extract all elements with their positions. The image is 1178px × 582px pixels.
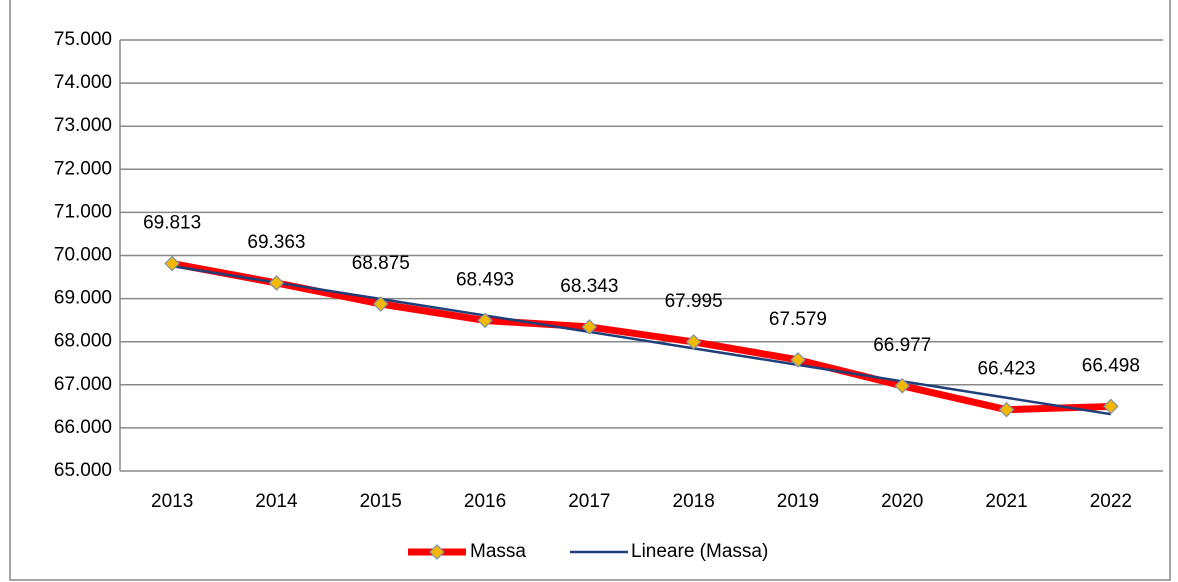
data-label: 66.423	[977, 359, 1035, 380]
x-tick-label: 2015	[360, 491, 402, 512]
y-tick-label: 74.000	[54, 72, 112, 93]
marker	[164, 255, 180, 272]
data-label: 66.498	[1082, 355, 1140, 376]
data-label: 67.579	[769, 309, 827, 330]
y-tick-label: 70.000	[54, 245, 112, 266]
marker	[477, 312, 493, 329]
data-line	[171, 260, 1111, 414]
marker	[268, 275, 285, 291]
y-tick-label: 75.000	[54, 29, 112, 50]
marker	[998, 401, 1015, 418]
data-label: 68.343	[560, 276, 618, 297]
marker	[685, 334, 702, 350]
x-tick-label: 2016	[464, 491, 506, 512]
data-label: 69.363	[247, 232, 305, 253]
y-tick-label: 66.000	[54, 417, 112, 438]
x-tick-label: 2019	[777, 491, 819, 512]
x-tick-label: 2020	[881, 491, 923, 512]
x-tick-label: 2017	[568, 491, 610, 512]
data-label: 66.977	[873, 335, 931, 356]
y-tick-label: 65.000	[54, 460, 112, 481]
marker	[372, 296, 389, 312]
x-tick-label: 2013	[151, 491, 193, 512]
y-tick-label: 72.000	[54, 158, 112, 179]
y-tick-label: 69.000	[54, 288, 112, 309]
y-tick-label: 71.000	[54, 201, 112, 222]
x-tick-label: 2018	[673, 491, 715, 512]
x-tick-label: 2021	[985, 491, 1027, 512]
marker	[790, 351, 806, 368]
legend-label: Lineare (Massa)	[631, 541, 768, 562]
marker	[1103, 398, 1119, 415]
trend-line	[171, 264, 1112, 416]
data-label: 69.813	[143, 213, 201, 234]
marker	[581, 319, 598, 335]
data-label: 68.875	[352, 253, 410, 274]
y-tick-label: 68.000	[54, 331, 112, 352]
y-tick-label: 73.000	[54, 115, 112, 136]
x-tick-label: 2014	[255, 491, 298, 512]
legend-marker	[429, 544, 445, 560]
chart-frame	[9, 0, 1171, 581]
legend-label: Massa	[470, 541, 526, 562]
marker	[894, 377, 911, 394]
y-tick-label: 67.000	[54, 374, 112, 395]
x-tick-label: 2022	[1090, 491, 1132, 512]
data-label: 68.493	[456, 269, 514, 290]
data-label: 67.995	[665, 291, 723, 312]
